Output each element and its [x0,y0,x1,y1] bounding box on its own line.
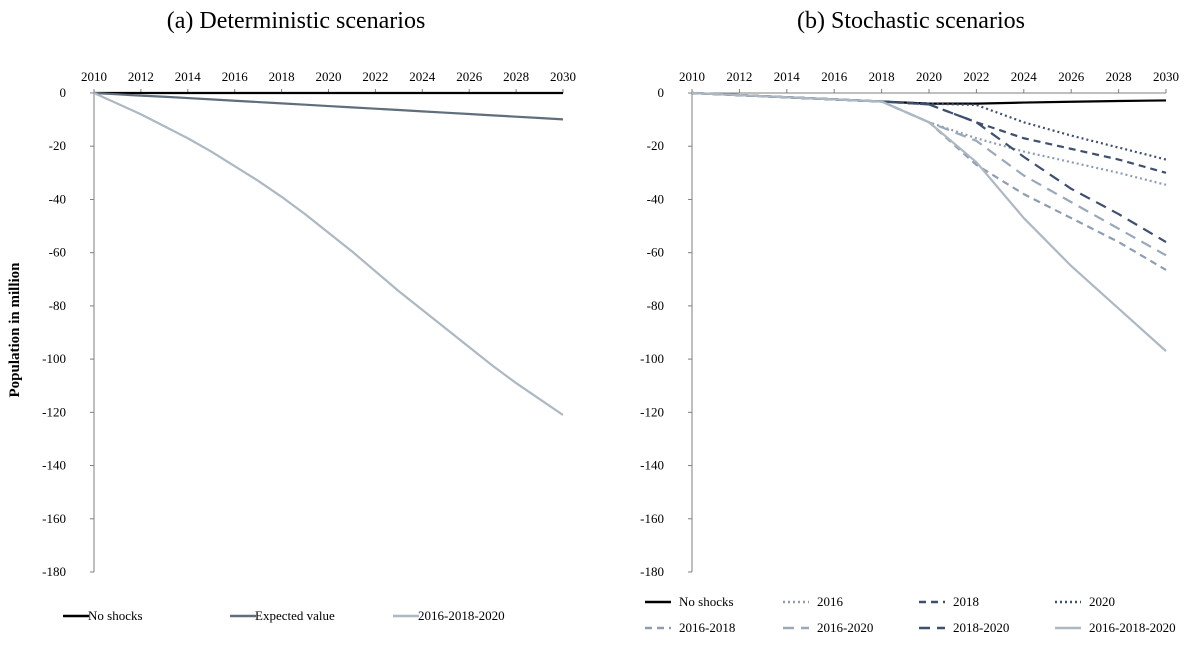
y-tick-label: -120 [640,404,664,419]
y-tick-label: -120 [42,404,66,419]
x-tick-label: 2014 [175,69,202,84]
panel-title: (b) Stochastic scenarios [797,8,1025,34]
legend-label: 2018-2020 [953,620,1009,635]
x-tick-label: 2022 [362,69,388,84]
x-tick-label: 2010 [679,69,705,84]
x-tick-label: 2018 [869,69,895,84]
y-tick-label: -40 [49,191,66,206]
legend-label: 2016-2018 [679,620,735,635]
x-tick-label: 2020 [916,69,942,84]
y-tick-label: -100 [42,351,66,366]
legend-label: 2018 [953,594,979,609]
legend-label: 2020 [1089,594,1115,609]
y-tick-label: -40 [647,191,664,206]
series-line-2016-2018-2020 [691,91,1167,352]
legend-label: 2016-2020 [817,620,873,635]
x-tick-label: 2030 [550,69,576,84]
series-line-no-shocks [691,91,1167,105]
x-tick-label: 2012 [128,69,154,84]
legend-label: 2016 [817,594,844,609]
x-tick-label: 2020 [316,69,342,84]
x-tick-label: 2022 [963,69,989,84]
x-tick-label: 2028 [503,69,529,84]
y-tick-label: -80 [647,298,664,313]
legend-label: No shocks [679,594,734,609]
legend-label: 2016-2018-2020 [418,608,505,623]
x-tick-label: 2016 [821,69,848,84]
series-line-2016-2018-2020 [93,91,564,416]
series-line-2018-2020 [691,91,1167,243]
panel-deterministic: (a) Deterministic scenarios Population i… [7,8,576,623]
x-tick-label: 2010 [81,69,107,84]
x-tick-label: 2012 [726,69,752,84]
legend-label: Expected value [255,608,335,623]
y-tick-label: -160 [42,511,66,526]
x-tick-label: 2026 [456,69,483,84]
y-tick-label: 0 [658,85,665,100]
legend-label: No shocks [88,608,143,623]
legend-label: 2016-2018-2020 [1089,620,1176,635]
y-axis-title: Population in million [7,262,23,398]
y-tick-label: -60 [49,245,66,260]
x-tick-label: 2026 [1058,69,1085,84]
y-tick-label: -180 [42,564,66,579]
y-tick-label: -60 [647,245,664,260]
x-tick-label: 2030 [1153,69,1179,84]
y-tick-label: -80 [49,298,66,313]
y-tick-label: -140 [42,458,66,473]
x-tick-label: 2024 [1011,69,1038,84]
y-tick-label: -100 [640,351,664,366]
y-tick-label: -20 [49,138,66,153]
panel-title: (a) Deterministic scenarios [167,8,426,34]
series-line-2020 [691,91,1167,161]
y-tick-label: -20 [647,138,664,153]
series-line-2018 [691,91,1167,174]
x-tick-label: 2016 [222,69,249,84]
panel-stochastic: (b) Stochastic scenarios 0 -20 -40 -60 -80 -1… [640,8,1179,635]
x-tick-label: 2014 [774,69,801,84]
x-tick-label: 2024 [409,69,436,84]
series-line-expected-value [93,91,564,121]
series-line-2016 [691,91,1167,186]
series-line-2016-2018 [691,91,1167,271]
x-tick-label: 2028 [1106,69,1132,84]
x-tick-label: 2018 [269,69,295,84]
y-tick-label: -140 [640,458,664,473]
y-tick-label: -180 [640,564,664,579]
y-tick-label: 0 [60,85,67,100]
y-tick-label: -160 [640,511,664,526]
series-line-2016-2020 [691,91,1167,257]
